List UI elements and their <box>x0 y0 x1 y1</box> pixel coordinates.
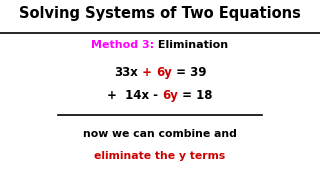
Text: Method 3:: Method 3: <box>92 40 155 51</box>
Text: now we can combine and: now we can combine and <box>83 129 237 139</box>
Text: +: + <box>138 66 156 79</box>
Text: Elimination: Elimination <box>155 40 228 51</box>
Text: Solving Systems of Two Equations: Solving Systems of Two Equations <box>19 6 301 21</box>
Text: 6y: 6y <box>156 66 172 79</box>
Text: 6y: 6y <box>163 89 178 102</box>
Text: = 39: = 39 <box>172 66 206 79</box>
Text: -: - <box>149 89 163 102</box>
Text: = 18: = 18 <box>178 89 213 102</box>
Text: 33x: 33x <box>114 66 138 79</box>
Text: eliminate the y terms: eliminate the y terms <box>94 151 226 161</box>
Text: +  14x: + 14x <box>107 89 149 102</box>
